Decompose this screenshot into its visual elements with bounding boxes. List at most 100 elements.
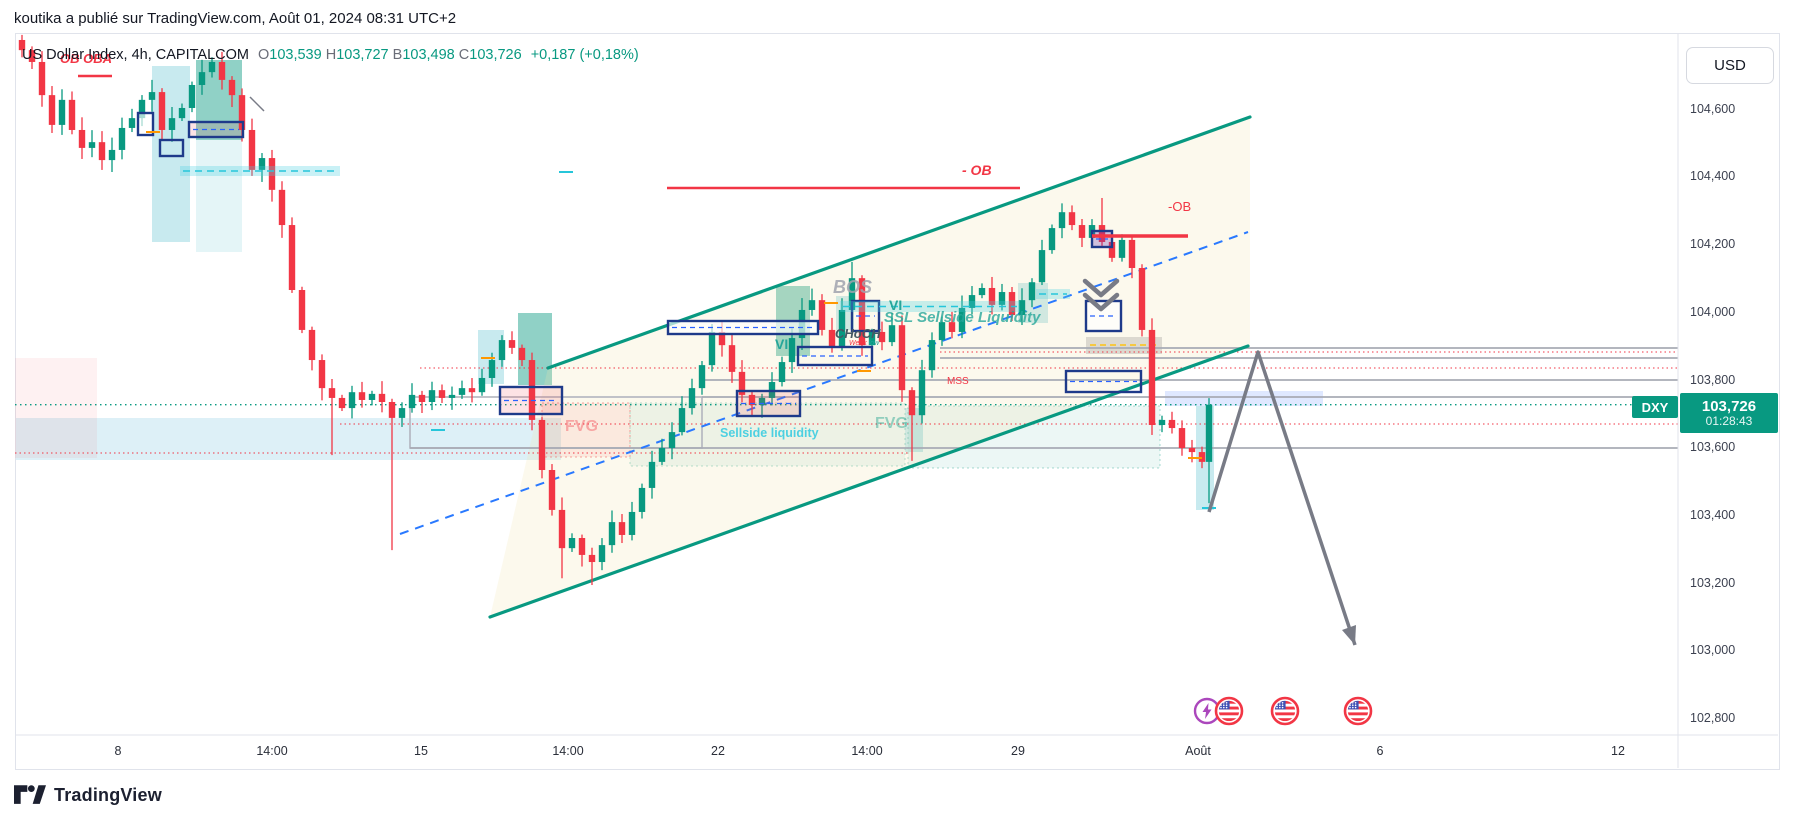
time-tick: 14:00 [552,744,584,758]
order-block-box [666,319,820,336]
candle-body [988,287,996,305]
time-tick: 14:00 [851,744,883,758]
candle-body [808,300,816,310]
candle-body [1008,292,1016,316]
chart-red-annotation-behind-legend: OB OBA [60,51,112,66]
last-price-badge: 103,726 01:28:43 [1680,393,1778,433]
us-flag-event-icon[interactable] [1269,695,1301,732]
candle-body [188,84,196,108]
candle-body [548,470,556,510]
candle-body [998,292,1006,305]
candle-body [538,419,546,471]
candle-body [228,79,236,96]
candle-body [308,329,316,361]
candle-body [1108,241,1116,258]
candle-body [238,95,246,130]
candle-body [498,340,506,361]
currency-button[interactable]: USD [1686,47,1774,84]
vi-label-1[interactable]: VI [889,297,903,313]
zone-zmint [629,402,906,467]
candle-body [698,365,706,389]
candle-body [248,129,256,170]
ssl-sellside-liquidity-label[interactable]: SSL Sellside Liquidity [884,309,1041,326]
gray-mark [249,96,265,112]
zone-zmint [907,405,1161,469]
time-scale[interactable]: 8 14:00 15 14:00 22 14:00 29 Août 6 12 [15,736,1678,768]
candle-body [718,331,726,346]
candle-body [708,331,716,366]
us-flag-event-icon[interactable] [1213,695,1245,732]
fvg-label-pink[interactable]: FVG [565,418,598,435]
candle-body [1058,212,1066,229]
tradingview-footer[interactable]: TradingView [14,784,162,806]
candle-body [278,189,286,226]
zone-zcyan [152,66,190,242]
mss-label[interactable]: MSS [947,376,969,387]
candle-body [858,278,866,346]
time-tick: 15 [414,744,428,758]
fvg-label-green[interactable]: FVG [875,415,908,432]
projection-arrow-head [1342,625,1356,645]
candle-body [648,461,656,488]
candle-body [598,545,606,563]
tradingview-logo-icon [14,785,46,804]
candle-body [788,338,796,363]
zone-zcyan [905,408,923,452]
candle-body [638,487,646,512]
candle-body [878,331,886,343]
candle-body [658,448,666,462]
price-tick: 103,200 [1690,576,1736,590]
tradingview-wordmark: TradingView [54,784,162,805]
candle-body [588,554,596,563]
sellside-liquidity-label[interactable]: Sellside liquidity [720,426,819,440]
price-tick: 102,800 [1690,711,1736,725]
candle-body [418,394,426,402]
chart-widget-frame [15,33,1780,770]
price-tick: 103,400 [1690,508,1736,522]
candle-body [138,99,146,119]
candle-body [1048,228,1056,251]
change-value: +0,187 (+0,18%) [530,47,639,63]
candle-body [68,99,76,130]
choch-label[interactable]: CHoCH [835,326,881,341]
candle-body [338,397,346,409]
price-tick: 103,000 [1690,643,1736,657]
candle-body [108,149,116,161]
candle-body [628,511,636,535]
bos-label[interactable]: BOS [833,277,873,297]
order-block-label-right[interactable]: -OB [1168,199,1192,214]
candle-body [968,295,976,308]
candle-body [408,394,416,409]
price-scale[interactable]: 104,600 104,400 104,200 104,000 103,800 103,6… [1679,33,1778,735]
candle-body [18,39,26,51]
candle-body [1148,329,1156,426]
candle-body [728,345,736,372]
weak-low-label: Weak low [849,340,880,347]
bar-countdown: 01:28:43 [1705,414,1753,429]
ohlc-values: O103,539 H103,727 B103,498 C103,726 [257,47,522,63]
order-block-label-top[interactable]: - OB [962,162,992,178]
candle-body [478,377,486,393]
price-tick: 104,400 [1690,169,1736,183]
channel-upper-line [546,115,1252,370]
candle-body [118,127,126,150]
candle-body [578,538,586,555]
vi-label-2[interactable]: VI [775,336,789,352]
candle-body [288,225,296,291]
candle-body [738,371,746,395]
candle-body [948,322,956,332]
candle-body [348,392,356,409]
chevron-down-icon [1082,292,1120,312]
candle-body [958,307,966,332]
order-block-box [1090,229,1114,249]
candle-body [568,538,576,549]
symbol-legend[interactable]: US Dollar Index, 4h, CAPITALCOM O103,539… [22,47,639,63]
chevron-down-icon [1082,278,1120,298]
us-flag-event-icon[interactable] [1342,695,1374,732]
candle-body [528,360,536,420]
candle-body [198,72,206,85]
symbol-price-tag: DXY [1632,396,1678,418]
candle-body [558,509,566,549]
candle-body [1128,239,1136,269]
